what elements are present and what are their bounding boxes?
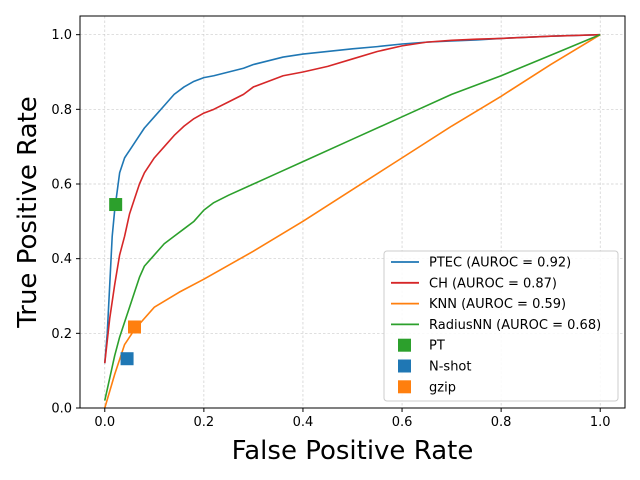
y-axis-title: True Positive Rate (13, 96, 43, 329)
legend-label: KNN (AUROC = 0.59) (429, 297, 566, 312)
y-tick-label: 0.8 (51, 103, 72, 118)
legend-box (383, 250, 619, 402)
marker-layer (109, 198, 141, 366)
series-line-3 (103, 33, 601, 401)
legend-swatch-marker (398, 380, 411, 394)
series-line-2 (104, 33, 601, 409)
legend-label: gzip (429, 380, 456, 395)
series-layer (103, 33, 601, 409)
x-tick-label: 0.4 (293, 415, 314, 430)
y-tick-label: 1.0 (51, 28, 72, 43)
y-tick-label: 0.6 (51, 178, 72, 193)
marker-pt (109, 198, 123, 212)
x-tick-label: 0.0 (94, 415, 115, 430)
x-tick-label: 0.8 (491, 415, 512, 430)
legend-label: N-shot (429, 360, 471, 375)
y-axis-ticks: 0.0 0.2 0.4 0.6 0.8 1.0 (51, 28, 80, 417)
x-axis-title: False Positive Rate (232, 436, 474, 466)
y-tick-label: 0.2 (51, 327, 72, 342)
legend: PTEC (AUROC = 0.92) CH (AUROC = 0.87) KNN … (383, 250, 619, 402)
x-tick-label: 0.2 (194, 415, 215, 430)
x-tick-label: 1.0 (590, 415, 611, 430)
y-tick-label: 0.0 (51, 402, 72, 417)
legend-label: PTEC (AUROC = 0.92) (429, 256, 571, 271)
marker-n-shot (120, 352, 134, 366)
legend-label: RadiusNN (AUROC = 0.68) (429, 318, 601, 333)
legend-swatch-marker (398, 338, 411, 352)
grid (80, 16, 625, 409)
marker-gzip (128, 320, 141, 334)
x-tick-label: 0.6 (392, 415, 413, 430)
x-axis-ticks: 0.0 0.2 0.4 0.6 0.8 1.0 (94, 408, 611, 430)
series-line-1 (103, 33, 601, 364)
legend-label: CH (AUROC = 0.87) (429, 276, 557, 291)
legend-swatch-marker (398, 359, 411, 373)
legend-label: PT (429, 339, 445, 354)
y-tick-label: 0.4 (51, 252, 72, 267)
plot-frame (79, 15, 626, 409)
